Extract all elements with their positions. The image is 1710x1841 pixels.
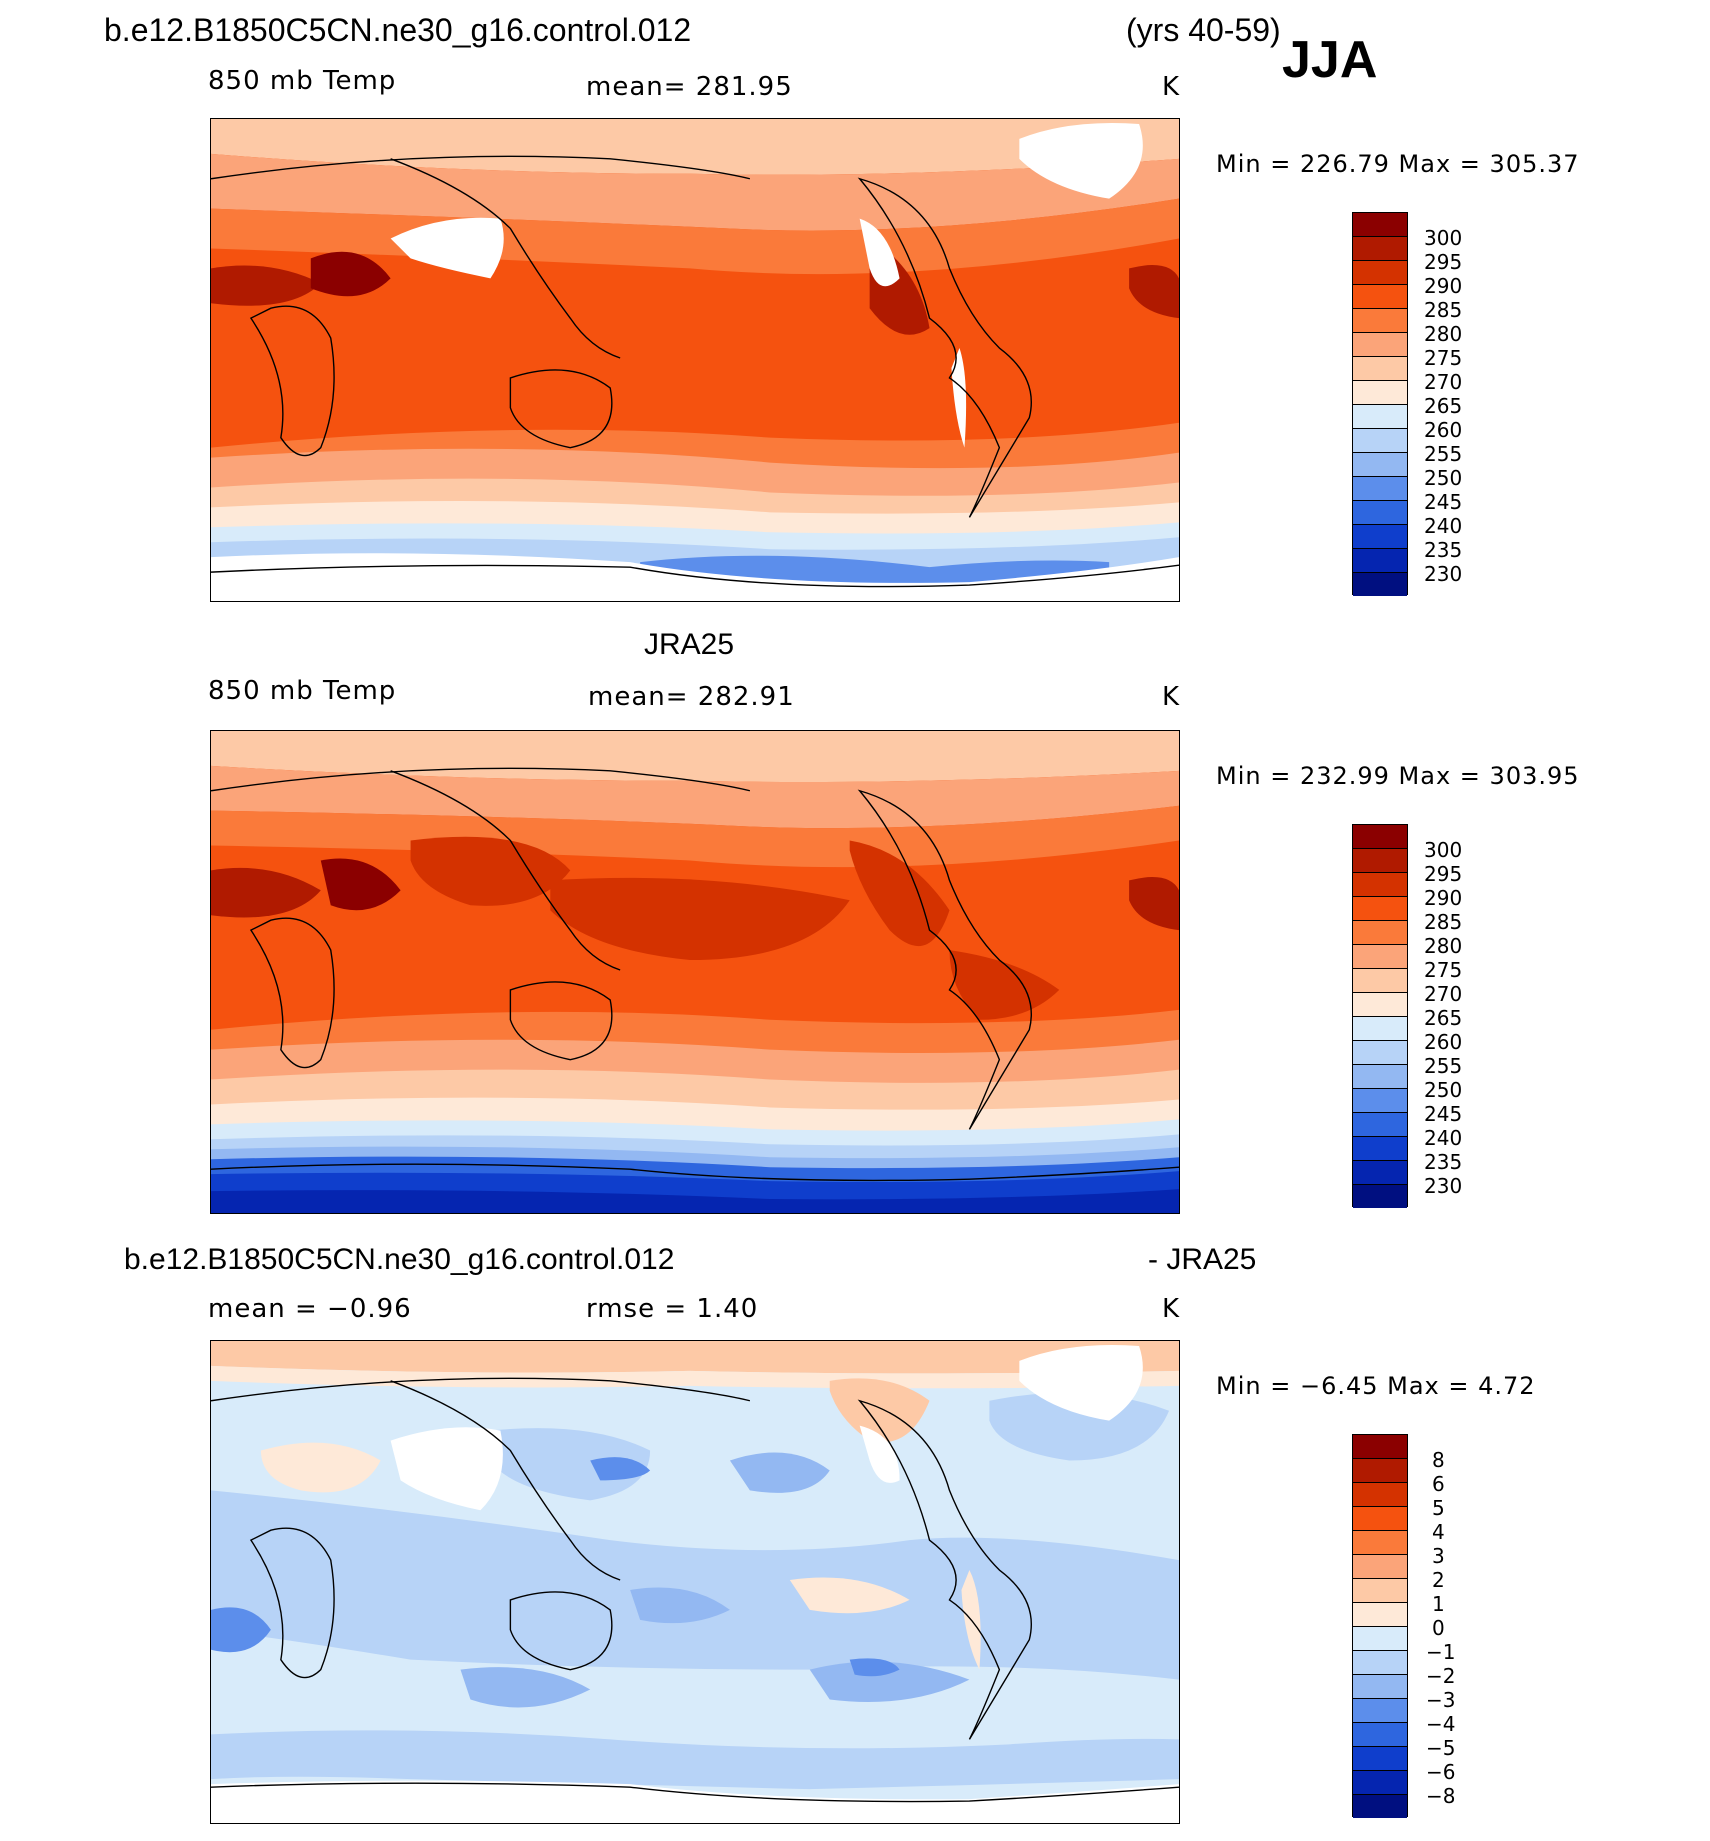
panel3-title-right: - JRA25 bbox=[1148, 1243, 1257, 1276]
cb3-label: 5 bbox=[1432, 1496, 1445, 1520]
panel3-map bbox=[210, 1340, 1180, 1824]
panel1-units-label: K bbox=[1162, 72, 1181, 102]
cb2-label: 250 bbox=[1424, 1078, 1463, 1102]
cb1-label: 290 bbox=[1424, 274, 1463, 298]
cb3-label: 1 bbox=[1432, 1592, 1445, 1616]
cb1-label: 240 bbox=[1424, 514, 1463, 538]
cb2-label: 300 bbox=[1424, 838, 1463, 862]
cb3-label: −3 bbox=[1426, 1688, 1456, 1712]
panel3-colorbar bbox=[1352, 1434, 1408, 1818]
cb3-label: −2 bbox=[1426, 1664, 1456, 1688]
cb2-label: 275 bbox=[1424, 958, 1463, 982]
cb1-label: 265 bbox=[1424, 394, 1463, 418]
season-label: JJA bbox=[1282, 31, 1378, 89]
cb2-label: 235 bbox=[1424, 1150, 1463, 1174]
panel3-units-label: K bbox=[1162, 1294, 1181, 1324]
cb2-label: 245 bbox=[1424, 1102, 1463, 1126]
cb1-label: 300 bbox=[1424, 226, 1463, 250]
cb3-label: −4 bbox=[1426, 1712, 1456, 1736]
panel1-map bbox=[210, 118, 1180, 602]
cb2-label: 240 bbox=[1424, 1126, 1463, 1150]
cb3-label: −5 bbox=[1426, 1736, 1456, 1760]
panel2-mean-label: mean= 282.91 bbox=[588, 682, 795, 712]
cb1-label: 275 bbox=[1424, 346, 1463, 370]
panel3-minmax-label: Min = −6.45 Max = 4.72 bbox=[1216, 1372, 1536, 1400]
cb1-label: 260 bbox=[1424, 418, 1463, 442]
cb2-label: 255 bbox=[1424, 1054, 1463, 1078]
cb1-label: 255 bbox=[1424, 442, 1463, 466]
cb3-label: 4 bbox=[1432, 1520, 1445, 1544]
cb3-label: 8 bbox=[1432, 1448, 1445, 1472]
cb1-label: 235 bbox=[1424, 538, 1463, 562]
cb2-label: 230 bbox=[1424, 1174, 1463, 1198]
cb3-label: −6 bbox=[1426, 1760, 1456, 1784]
cb2-label: 270 bbox=[1424, 982, 1463, 1006]
panel2-title: JRA25 bbox=[644, 628, 735, 661]
cb3-label: 6 bbox=[1432, 1472, 1445, 1496]
cb3-label: 2 bbox=[1432, 1568, 1445, 1592]
panel2-minmax-label: Min = 232.99 Max = 303.95 bbox=[1216, 762, 1580, 790]
panel3-mean-label: mean = −0.96 bbox=[208, 1294, 412, 1324]
cb2-label: 290 bbox=[1424, 886, 1463, 910]
panel1-variable-label: 850 mb Temp bbox=[208, 66, 397, 96]
cb1-label: 230 bbox=[1424, 562, 1463, 586]
cb1-label: 245 bbox=[1424, 490, 1463, 514]
panel2-colorbar bbox=[1352, 824, 1408, 1208]
cb3-label: 0 bbox=[1432, 1616, 1445, 1640]
cb2-label: 285 bbox=[1424, 910, 1463, 934]
cb2-label: 260 bbox=[1424, 1030, 1463, 1054]
years-label: (yrs 40-59) bbox=[1126, 12, 1281, 48]
cb1-label: 250 bbox=[1424, 466, 1463, 490]
cb1-label: 295 bbox=[1424, 250, 1463, 274]
panel2-units-label: K bbox=[1162, 682, 1181, 712]
cb2-label: 265 bbox=[1424, 1006, 1463, 1030]
panel2-map bbox=[210, 730, 1180, 1214]
cb2-label: 280 bbox=[1424, 934, 1463, 958]
cb3-label: −8 bbox=[1426, 1784, 1456, 1808]
panel1-minmax-label: Min = 226.79 Max = 305.37 bbox=[1216, 150, 1580, 178]
panel3-rmse-label: rmse = 1.40 bbox=[586, 1294, 759, 1324]
cb1-label: 270 bbox=[1424, 370, 1463, 394]
panel1-mean-label: mean= 281.95 bbox=[586, 72, 793, 102]
cb1-label: 280 bbox=[1424, 322, 1463, 346]
panel3-title-left: b.e12.B1850C5CN.ne30_g16.control.012 bbox=[124, 1243, 675, 1276]
cb2-label: 295 bbox=[1424, 862, 1463, 886]
cb3-label: 3 bbox=[1432, 1544, 1445, 1568]
panel1-colorbar bbox=[1352, 212, 1408, 596]
cb3-label: −1 bbox=[1426, 1640, 1456, 1664]
cb1-label: 285 bbox=[1424, 298, 1463, 322]
panel2-variable-label: 850 mb Temp bbox=[208, 676, 397, 706]
case-title: b.e12.B1850C5CN.ne30_g16.control.012 bbox=[104, 12, 692, 48]
